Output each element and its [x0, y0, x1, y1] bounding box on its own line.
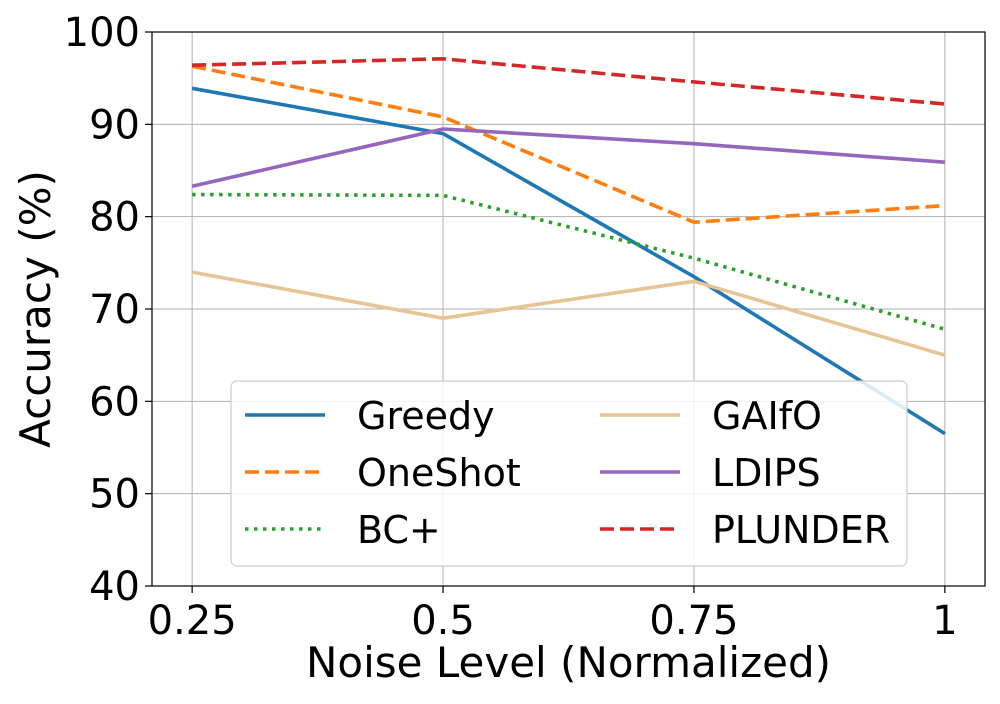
x-tick-label: 0.75 [649, 598, 738, 644]
y-tick-label: 70 [89, 287, 140, 333]
legend-label: LDIPS [712, 451, 821, 495]
series-line-ldips [191, 127, 946, 188]
series-line-bc- [192, 192, 946, 332]
axis-ticks: 0.25 0.5 0.75 1 40 50 60 70 80 90 100 [64, 10, 958, 644]
x-tick-label: 0.25 [148, 598, 237, 644]
y-tick-label: 80 [89, 195, 140, 241]
x-tick-label: 0.5 [411, 598, 475, 644]
y-tick-label: 50 [89, 472, 140, 518]
series-line-plunder [192, 56, 946, 106]
legend-box [230, 380, 908, 567]
legend-label: GAIfO [712, 394, 822, 438]
legend-label: OneShot [357, 451, 521, 495]
series-lines [191, 56, 946, 436]
legend: Greedy OneShot BC+ GAIfO LDIPS PLUNDER [230, 380, 908, 567]
x-tick-label: 1 [932, 598, 957, 644]
y-tick-label: 100 [64, 10, 140, 56]
legend-label: Greedy [357, 394, 495, 438]
series-line-gaifo [191, 270, 946, 357]
series-line-oneshot [191, 64, 946, 224]
legend-label: PLUNDER [712, 508, 890, 552]
series-line-greedy [191, 86, 946, 436]
y-tick-label: 90 [89, 102, 140, 148]
y-tick-label: 60 [89, 379, 140, 425]
x-axis-label: Noise Level (Normalized) [306, 638, 831, 687]
y-axis-label: Accuracy (%) [11, 170, 60, 448]
y-tick-label: 40 [89, 564, 140, 610]
legend-label: BC+ [357, 508, 441, 552]
